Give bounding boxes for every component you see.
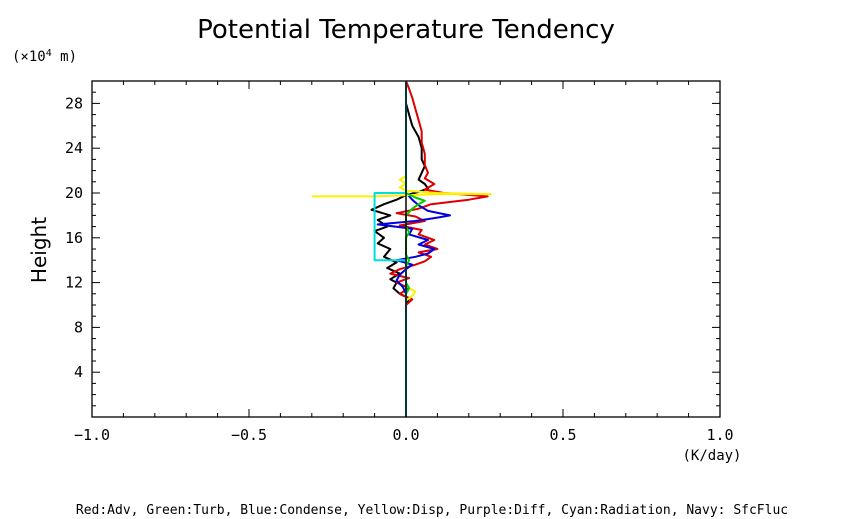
x-tick-label: 0.5 bbox=[549, 426, 576, 444]
y-unit-exponent: 4 bbox=[46, 48, 52, 59]
series-layer bbox=[311, 80, 492, 417]
legend-note: Red:Adv, Green:Turb, Blue:Condense, Yell… bbox=[76, 503, 788, 518]
y-tick-label: 24 bbox=[65, 139, 83, 157]
y-tick-label: 12 bbox=[65, 274, 83, 292]
y-tick-label: 4 bbox=[74, 363, 83, 381]
x-tick-label: 0.0 bbox=[392, 426, 419, 444]
x-axis-unit: (K/day) bbox=[682, 448, 741, 464]
y-tick-label: 8 bbox=[74, 318, 83, 336]
y-tick-label: 28 bbox=[65, 94, 83, 112]
y-axis-label: Height bbox=[27, 217, 51, 283]
series-line-2 bbox=[389, 80, 489, 417]
x-tick-label: −0.5 bbox=[231, 426, 267, 444]
series-line-1 bbox=[370, 81, 429, 417]
y-axis-unit: (×104 m) bbox=[12, 48, 77, 65]
chart-title: Potential Temperature Tendency bbox=[197, 15, 615, 45]
series-line-3 bbox=[376, 81, 451, 417]
y-unit-suffix: m) bbox=[52, 49, 77, 65]
y-tick-label: 16 bbox=[65, 229, 83, 247]
series-line-6 bbox=[405, 81, 426, 417]
ticks-layer: −1.0 −0.5 0.0 0.5 1.0 4 8 12 16 20 24 28 bbox=[65, 81, 734, 444]
x-tick-label: 1.0 bbox=[706, 426, 733, 444]
series-line-4 bbox=[311, 175, 492, 198]
x-tick-label: −1.0 bbox=[74, 426, 110, 444]
y-unit-prefix: (×10 bbox=[12, 49, 46, 65]
y-tick-label: 20 bbox=[65, 184, 83, 202]
